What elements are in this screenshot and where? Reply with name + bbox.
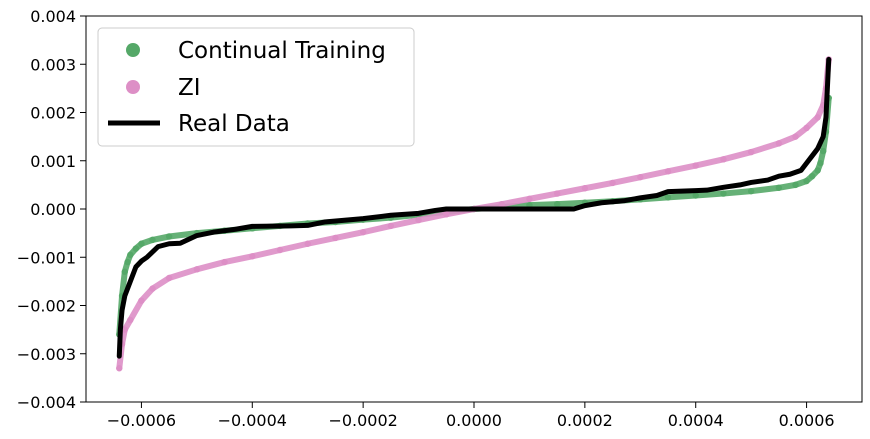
data-point-zi xyxy=(116,365,123,372)
x-tick-label: −0.0004 xyxy=(218,411,287,430)
legend-marker-continual-training xyxy=(126,43,140,57)
y-tick-label: −0.002 xyxy=(17,297,76,316)
data-point-zi xyxy=(553,190,561,197)
data-point-zi xyxy=(581,185,589,192)
data-point-zi xyxy=(149,285,156,292)
x-tick-label: −0.0006 xyxy=(107,411,176,430)
data-point-continual-training xyxy=(127,251,134,259)
data-point-continual-training xyxy=(820,147,827,155)
y-axis: −0.004 −0.003 −0.002 −0.001 0.000 0.001 0.002 0… xyxy=(17,7,86,412)
data-point-continual-training xyxy=(814,167,821,174)
data-point-zi xyxy=(692,162,699,169)
legend-label-zi: ZI xyxy=(178,75,201,101)
data-point-zi xyxy=(121,326,128,333)
data-point-zi xyxy=(526,195,533,203)
series-real-data xyxy=(116,56,832,359)
chart-marks xyxy=(116,56,832,372)
y-tick-label: −0.004 xyxy=(17,393,76,412)
data-point-zi xyxy=(193,266,201,273)
data-point-zi xyxy=(415,216,422,224)
data-point-zi xyxy=(664,168,672,175)
data-point-zi xyxy=(443,211,450,218)
legend-marker-zi xyxy=(126,80,140,94)
data-point-zi xyxy=(609,179,616,187)
data-point-continual-training xyxy=(792,181,799,189)
data-point-continual-training xyxy=(553,200,561,208)
x-tick-label: 0.0006 xyxy=(779,411,835,430)
data-point-zi xyxy=(332,234,339,242)
data-point-continual-training xyxy=(808,172,816,180)
data-point-zi xyxy=(775,140,783,147)
data-point-continual-training xyxy=(132,245,140,252)
x-tick-label: 0.0004 xyxy=(668,411,724,430)
y-tick-label: 0.001 xyxy=(30,152,76,171)
data-point-continual-training xyxy=(124,258,131,266)
data-point-continual-training xyxy=(121,268,128,275)
data-point-zi xyxy=(747,148,755,156)
y-tick-label: −0.001 xyxy=(17,248,76,267)
data-point-zi xyxy=(249,253,256,260)
data-point-zi xyxy=(498,200,505,208)
x-tick-label: 0.0002 xyxy=(557,411,613,430)
data-point-zi xyxy=(276,246,284,254)
legend-label-continual-training: Continual Training xyxy=(178,38,386,64)
legend-box xyxy=(97,27,415,147)
legend: Continual Training ZI Real Data xyxy=(97,27,415,147)
y-tick-label: 0.004 xyxy=(30,7,76,26)
data-point-zi xyxy=(387,222,395,230)
data-point-continual-training xyxy=(817,159,824,167)
data-point-zi xyxy=(792,133,799,140)
data-point-zi xyxy=(304,240,311,247)
data-point-continual-training xyxy=(664,194,672,201)
data-point-zi xyxy=(803,124,810,132)
series-line-real-data xyxy=(116,56,832,359)
data-point-continual-training xyxy=(692,192,699,199)
data-point-zi xyxy=(814,114,821,121)
x-tick-label: −0.0002 xyxy=(328,411,397,430)
data-point-zi xyxy=(127,316,134,324)
y-tick-label: 0.000 xyxy=(30,200,76,219)
x-axis: −0.0006 −0.0004 −0.0002 0.0000 0.0002 0.0004 0… xyxy=(107,402,835,430)
data-point-zi xyxy=(165,274,173,282)
data-point-zi xyxy=(720,156,727,163)
data-point-zi xyxy=(138,297,145,304)
y-tick-label: 0.003 xyxy=(30,55,76,74)
data-point-continual-training xyxy=(138,240,145,247)
data-point-zi xyxy=(221,258,228,266)
data-point-continual-training xyxy=(720,190,727,197)
data-point-continual-training xyxy=(149,236,156,244)
y-tick-label: 0.002 xyxy=(30,104,76,123)
data-point-zi xyxy=(359,228,367,236)
y-tick-label: −0.003 xyxy=(17,345,76,364)
data-point-continual-training xyxy=(747,187,755,195)
data-point-continual-training xyxy=(803,177,810,185)
data-point-continual-training xyxy=(775,184,783,191)
legend-label-real-data: Real Data xyxy=(178,111,290,137)
x-tick-label: 0.0000 xyxy=(446,411,502,430)
data-point-continual-training xyxy=(165,233,173,240)
data-point-zi xyxy=(637,173,644,181)
